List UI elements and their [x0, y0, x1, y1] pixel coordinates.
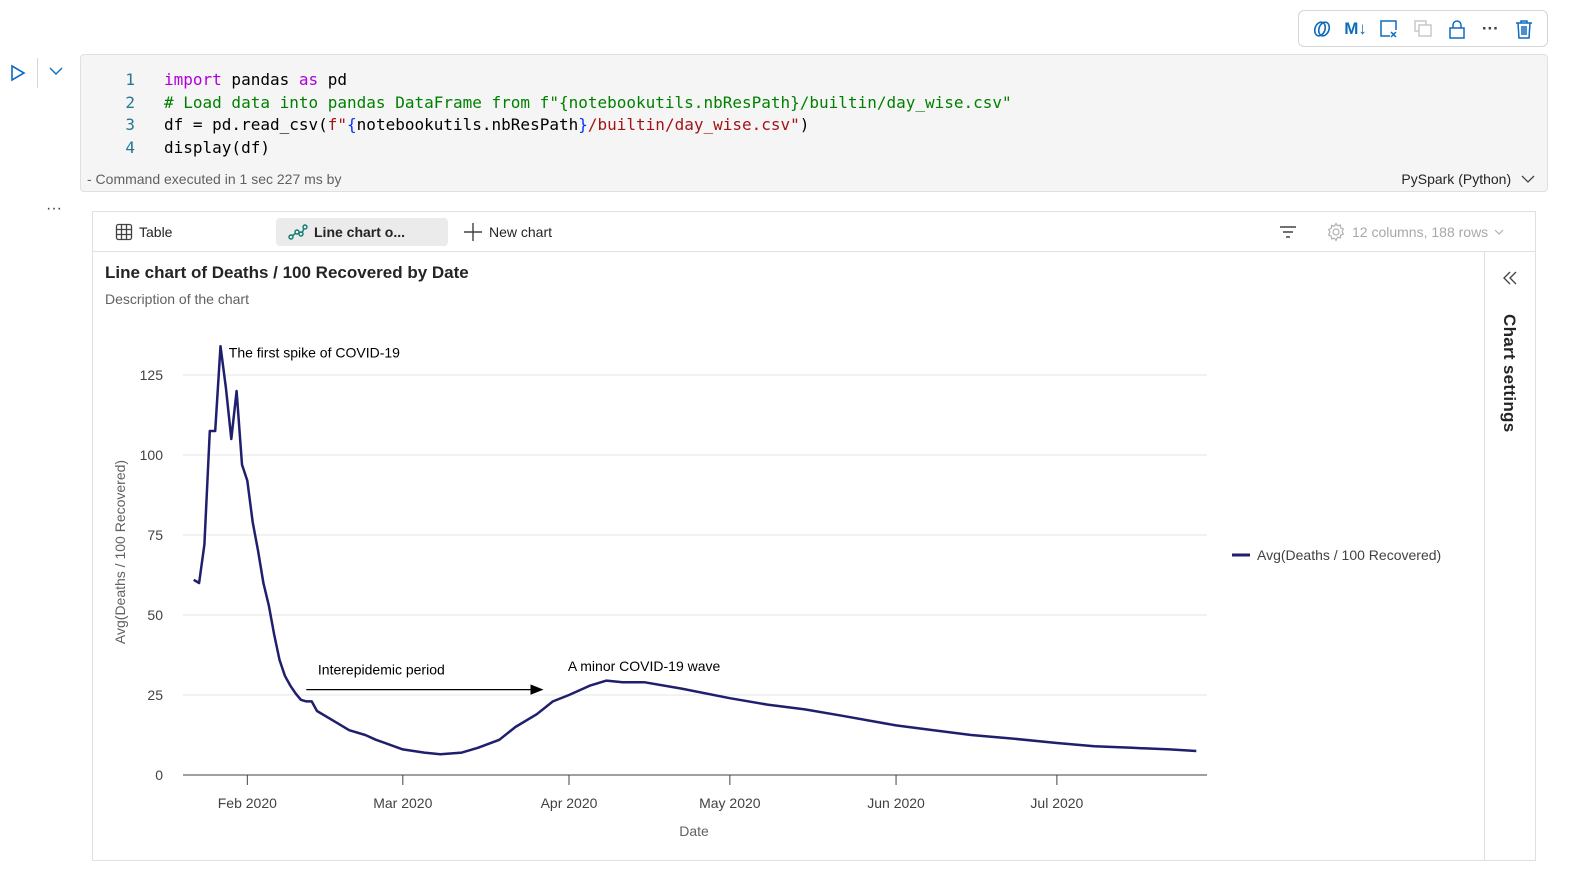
y-tick-label: 125 — [140, 367, 164, 383]
delete-icon[interactable] — [1511, 16, 1537, 42]
language-label: PySpark (Python) — [1401, 171, 1512, 187]
filter-icon[interactable] — [1279, 218, 1297, 246]
code-line: df = pd.read_csv(f"{notebookutils.nbResP… — [164, 114, 809, 137]
chart-subtitle: Description of the chart — [105, 291, 249, 307]
cell-toolbar: M↓ ··· — [1298, 10, 1548, 47]
output-more-icon[interactable]: ··· — [46, 200, 62, 217]
language-selector[interactable]: PySpark (Python) — [1401, 171, 1535, 187]
code-line: # Load data into pandas DataFrame from f… — [164, 92, 1012, 115]
y-tick-label: 0 — [155, 767, 163, 783]
chevron-down-icon — [1494, 229, 1504, 235]
chart-settings-label: Chart settings — [1500, 314, 1519, 433]
lock-icon[interactable] — [1444, 16, 1470, 42]
code-token: notebookutils.nbResPath — [356, 115, 579, 134]
x-tick-label: Feb 2020 — [218, 795, 277, 811]
series-line — [193, 344, 1197, 756]
code-token: import — [164, 70, 222, 89]
code-token: f" — [327, 115, 348, 134]
chart-settings-panel[interactable]: Chart settings — [1484, 252, 1535, 860]
markdown-icon[interactable]: M↓ — [1344, 18, 1367, 38]
plus-icon — [464, 223, 482, 241]
y-tick-label: 75 — [147, 527, 163, 543]
code-line: display(df) — [164, 137, 270, 160]
code-token: pd — [318, 70, 348, 89]
tab-line-chart[interactable]: Line chart o... — [276, 218, 448, 246]
y-tick-label: 25 — [147, 687, 163, 703]
chart-title: Line chart of Deaths / 100 Recovered by … — [105, 263, 469, 282]
code-token: { — [347, 115, 357, 134]
duplicate-icon[interactable] — [1410, 16, 1436, 42]
copilot-icon[interactable] — [1309, 16, 1335, 42]
chevron-down-icon[interactable] — [48, 64, 64, 83]
line-number: 1 — [125, 70, 135, 89]
output-tabs: Table Line chart o... New chart 12 colum… — [93, 212, 1535, 252]
code-token: # Load data into pandas DataFrame from f… — [164, 92, 1012, 112]
legend-label: Avg(Deaths / 100 Recovered) — [1257, 547, 1441, 563]
gear-icon — [1327, 222, 1345, 242]
annotation-text: Interepidemic period — [318, 661, 445, 677]
collapse-left-icon[interactable] — [1502, 270, 1518, 286]
line-number: 4 — [125, 137, 135, 157]
x-tick-label: Mar 2020 — [373, 795, 432, 811]
code-cell[interactable]: 1 import pandas as pd 2 # Load data into pa… — [80, 54, 1548, 192]
divider — [37, 58, 38, 88]
line-number: 3 — [125, 115, 135, 134]
execution-status: - Command executed in 1 sec 227 ms by — [87, 171, 342, 187]
tab-label: Table — [139, 224, 173, 240]
x-tick-label: Jun 2020 — [867, 795, 925, 811]
code-token: display(df) — [164, 137, 270, 157]
code-token: as — [298, 70, 319, 89]
table-icon — [115, 223, 133, 241]
annotation-text: The first spike of COVID-19 — [229, 345, 400, 361]
line-chart-icon — [288, 224, 308, 240]
code-token: ) — [799, 115, 810, 134]
output-card: Table Line chart o... New chart 12 colum… — [92, 211, 1536, 861]
chevron-down-icon — [1521, 175, 1535, 183]
tab-table[interactable]: Table — [115, 218, 172, 246]
y-tick-label: 100 — [140, 447, 164, 463]
code-token: /builtin/day_wise.csv" — [587, 115, 800, 134]
annotation-text: A minor COVID-19 wave — [568, 658, 721, 674]
x-axis-label: Date — [679, 823, 709, 839]
x-tick-label: Apr 2020 — [541, 795, 598, 811]
line-number: 2 — [125, 92, 135, 112]
tab-label: New chart — [489, 224, 553, 240]
code-token: df = pd.read_csv( — [164, 115, 328, 134]
new-chart-button[interactable]: New chart — [463, 218, 552, 246]
y-tick-label: 50 — [147, 607, 163, 623]
tab-label: Line chart o... — [314, 224, 406, 240]
code-token: pandas — [221, 70, 299, 89]
line-chart: Line chart of Deaths / 100 Recovered by … — [105, 263, 1441, 839]
chart-summary: 12 columns, 188 rows — [1352, 224, 1489, 240]
x-tick-label: May 2020 — [699, 795, 761, 811]
run-cell-icon[interactable] — [10, 64, 26, 87]
more-icon[interactable]: ··· — [1481, 18, 1499, 38]
code-line: import pandas as pd — [164, 69, 347, 92]
code-token: } — [578, 115, 588, 134]
y-axis-label: Avg(Deaths / 100 Recovered) — [112, 460, 128, 644]
x-tick-label: Jul 2020 — [1030, 795, 1083, 811]
clear-output-icon[interactable] — [1376, 16, 1402, 42]
chart-summary-dropdown[interactable]: 12 columns, 188 rows — [1326, 218, 1504, 246]
